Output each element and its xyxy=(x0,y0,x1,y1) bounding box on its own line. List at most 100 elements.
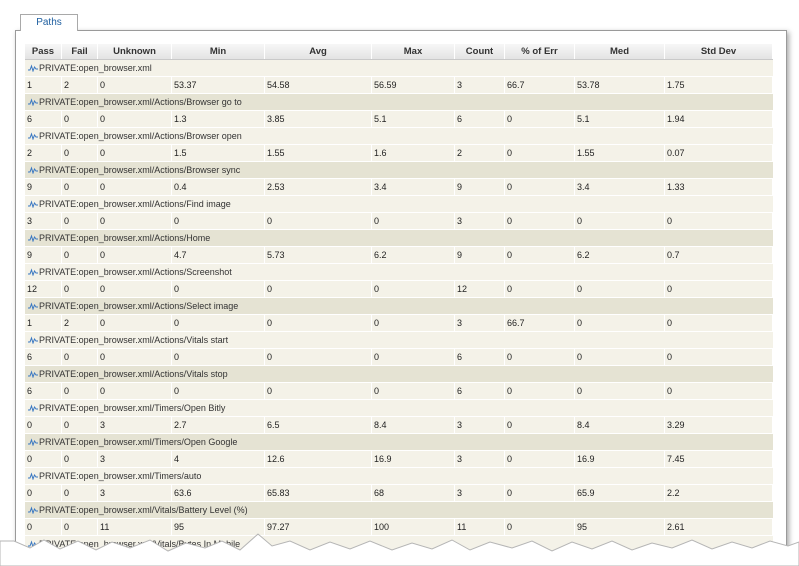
data-cell: 0 xyxy=(505,213,575,229)
path-icon xyxy=(28,234,38,242)
path-row: PRIVATE:open_browser.xml/Vitals/Bytes In… xyxy=(25,536,773,553)
data-cell: 2 xyxy=(25,145,62,161)
data-cell: 65.83 xyxy=(265,485,372,501)
data-cell: 3 xyxy=(455,213,505,229)
data-row: 12 0 0 0 0 0 12 0 0 0 xyxy=(25,281,773,298)
data-cell: 0 xyxy=(372,213,455,229)
data-cell: 3 xyxy=(455,485,505,501)
data-cell: 68 xyxy=(372,485,455,501)
path-icon xyxy=(28,64,38,72)
data-cell: 0 xyxy=(62,281,98,297)
data-cell: 9 xyxy=(25,179,62,195)
data-cell: 6 xyxy=(25,111,62,127)
data-cell: 0 xyxy=(505,383,575,399)
data-cell: 0 xyxy=(62,213,98,229)
data-cell: 1.75 xyxy=(665,77,773,93)
path-row: PRIVATE:open_browser.xml/Actions/Vitals … xyxy=(25,366,773,383)
path-icon xyxy=(28,166,38,174)
data-cell: 1 xyxy=(25,315,62,331)
paths-tab[interactable]: Paths xyxy=(20,14,78,31)
data-cell: 0 xyxy=(98,179,172,195)
data-cell: 1 xyxy=(25,77,62,93)
data-cell: 65.9 xyxy=(575,485,665,501)
path-label: PRIVATE:open_browser.xml/Vitals/Bytes In… xyxy=(39,539,241,549)
data-cell: 6.5 xyxy=(265,417,372,433)
data-cell: 53.37 xyxy=(172,77,265,93)
data-cell: 2 xyxy=(62,315,98,331)
column-header: Fail xyxy=(62,44,98,59)
data-cell: 0 xyxy=(265,349,372,365)
path-label: PRIVATE:open_browser.xml/Actions/Vitals … xyxy=(39,369,228,379)
data-cell: 56.59 xyxy=(372,77,455,93)
path-icon xyxy=(28,268,38,276)
data-cell: 95 xyxy=(575,519,665,535)
column-header: Count xyxy=(455,44,505,59)
column-header: Pass xyxy=(25,44,62,59)
data-cell: 0 xyxy=(372,281,455,297)
path-row: PRIVATE:open_browser.xml/Actions/Home xyxy=(25,230,773,247)
data-cell: 2.53 xyxy=(265,179,372,195)
data-cell: 5.1 xyxy=(575,111,665,127)
data-cell: 0 xyxy=(98,213,172,229)
data-cell: 0 xyxy=(62,417,98,433)
data-cell: 0.4 xyxy=(172,179,265,195)
data-cell: 0 xyxy=(98,281,172,297)
path-label: PRIVATE:open_browser.xml/Actions/Browser… xyxy=(39,131,242,141)
path-label: PRIVATE:open_browser.xml/Vitals/Battery … xyxy=(39,505,248,515)
path-row: PRIVATE:open_browser.xml/Actions/Select … xyxy=(25,298,773,315)
data-cell: 9 xyxy=(455,179,505,195)
data-cell: 0 xyxy=(265,281,372,297)
data-row: 0 0 11 95 97.27 100 11 0 95 2.61 xyxy=(25,519,773,536)
path-icon xyxy=(28,98,38,106)
data-cell: 6 xyxy=(455,349,505,365)
data-cell: 12 xyxy=(455,281,505,297)
data-cell: 0 xyxy=(98,349,172,365)
path-label: PRIVATE:open_browser.xml xyxy=(39,63,152,73)
column-header: % of Err xyxy=(505,44,575,59)
data-cell: 0 xyxy=(25,485,62,501)
data-cell: 3 xyxy=(455,417,505,433)
data-row: 0 0 3 4 12.6 16.9 3 0 16.9 7.45 xyxy=(25,451,773,468)
paths-table: Pass Fail Unknown Min Avg Max Count% of Err Med… xyxy=(25,44,773,553)
data-cell: 0 xyxy=(62,247,98,263)
data-cell: 0 xyxy=(98,77,172,93)
path-row: PRIVATE:open_browser.xml/Timers/Open Goo… xyxy=(25,434,773,451)
path-icon xyxy=(28,132,38,140)
data-cell: 7.45 xyxy=(665,451,773,467)
data-cell: 66.7 xyxy=(505,315,575,331)
data-cell: 95 xyxy=(172,519,265,535)
data-cell: 0.7 xyxy=(665,247,773,263)
data-row: 6 0 0 1.3 3.85 5.1 6 0 5.1 1.94 xyxy=(25,111,773,128)
data-cell: 9 xyxy=(25,247,62,263)
data-cell: 12.6 xyxy=(265,451,372,467)
data-cell: 0 xyxy=(575,349,665,365)
data-cell: 54.58 xyxy=(265,77,372,93)
data-cell: 0 xyxy=(665,213,773,229)
data-cell: 0 xyxy=(505,485,575,501)
data-cell: 0 xyxy=(62,179,98,195)
path-row: PRIVATE:open_browser.xml/Timers/Open Bit… xyxy=(25,400,773,417)
data-cell: 0 xyxy=(62,383,98,399)
data-cell: 0 xyxy=(575,315,665,331)
data-cell: 1.55 xyxy=(575,145,665,161)
path-label: PRIVATE:open_browser.xml/Actions/Screens… xyxy=(39,267,232,277)
data-cell: 1.5 xyxy=(172,145,265,161)
data-cell: 11 xyxy=(98,519,172,535)
path-label: PRIVATE:open_browser.xml/Timers/Open Goo… xyxy=(39,437,238,447)
column-header: Min xyxy=(172,44,265,59)
data-cell: 66.7 xyxy=(505,77,575,93)
data-cell: 0 xyxy=(665,281,773,297)
path-row: PRIVATE:open_browser.xml/Vitals/Battery … xyxy=(25,502,773,519)
data-cell: 1.33 xyxy=(665,179,773,195)
data-row: 1 2 0 0 0 0 3 66.7 0 0 xyxy=(25,315,773,332)
data-cell: 0 xyxy=(575,213,665,229)
data-cell: 63.6 xyxy=(172,485,265,501)
path-icon xyxy=(28,438,38,446)
data-cell: 6 xyxy=(25,383,62,399)
path-row: PRIVATE:open_browser.xml/Actions/Browser… xyxy=(25,94,773,111)
data-cell: 0 xyxy=(62,145,98,161)
data-cell: 0 xyxy=(172,383,265,399)
data-cell: 0 xyxy=(505,247,575,263)
data-cell: 12 xyxy=(25,281,62,297)
path-row: PRIVATE:open_browser.xml/Actions/Browser… xyxy=(25,162,773,179)
